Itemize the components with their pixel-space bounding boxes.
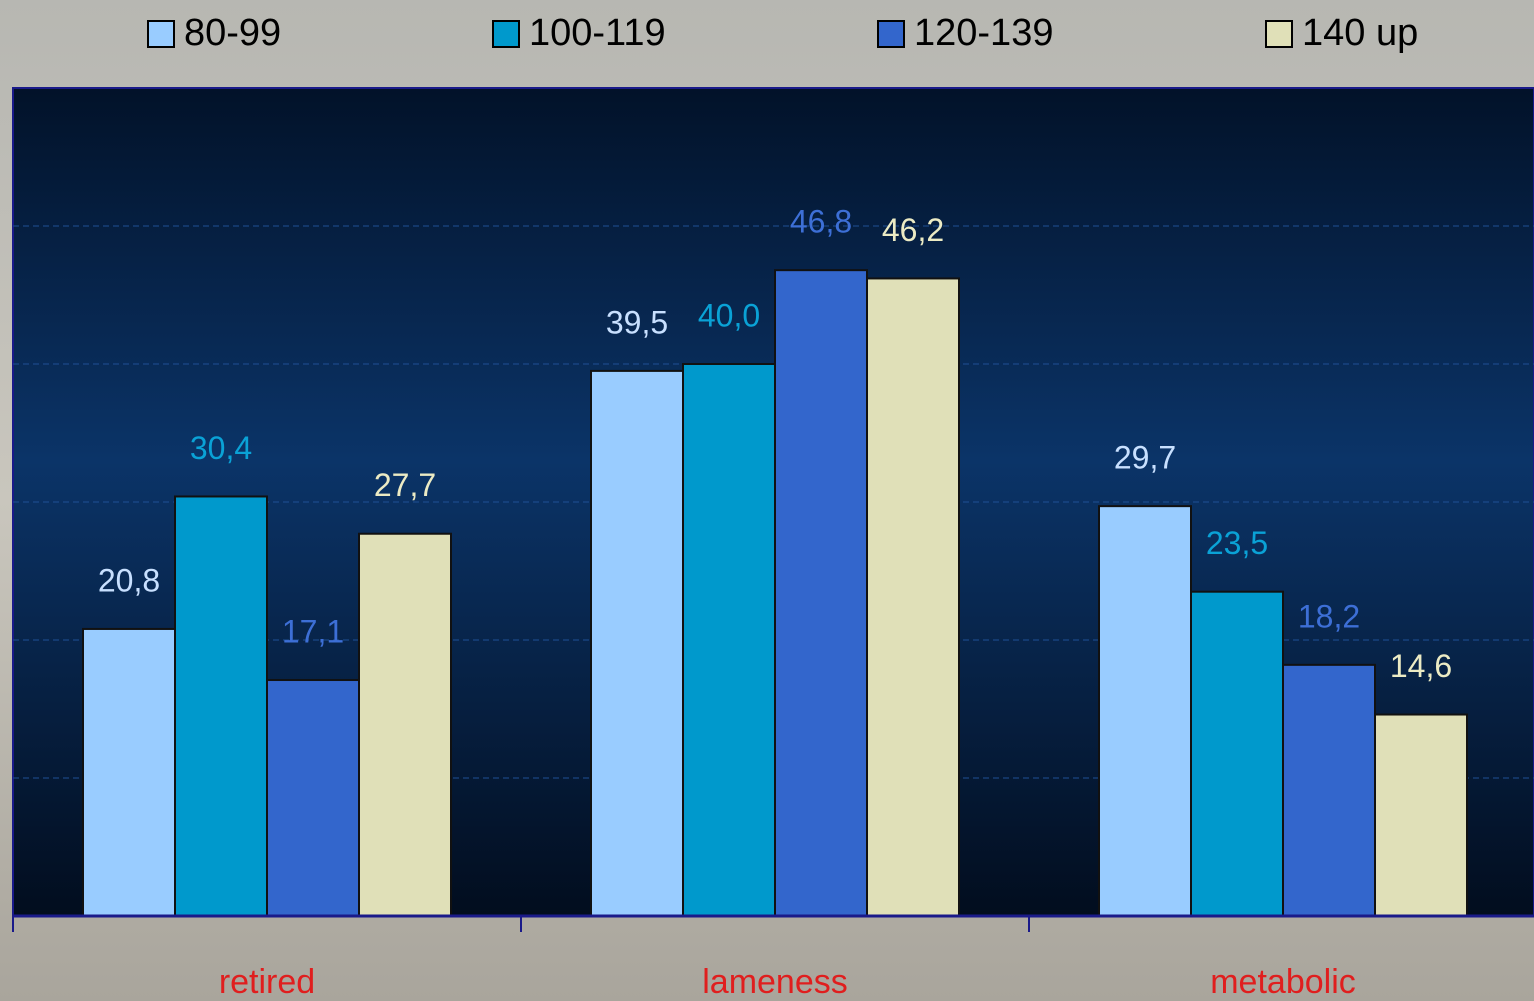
value-label: 29,7 [1114,440,1176,476]
legend-swatch [492,20,520,48]
value-label: 20,8 [98,562,160,598]
legend-swatch [1265,20,1293,48]
bar [682,363,776,917]
value-label: 46,8 [790,204,852,240]
value-label: 27,7 [374,467,436,503]
legend-swatch [147,20,175,48]
x-tick-label: lameness [702,963,848,1001]
bar [590,369,684,917]
bar [1282,663,1376,918]
bar [1190,590,1284,917]
bar [266,679,360,918]
legend-label: 80-99 [184,12,281,54]
bar [1374,713,1468,918]
value-label: 23,5 [1206,525,1268,561]
x-tick-label: metabolic [1210,963,1356,1001]
legend-label: 120-139 [914,12,1053,54]
bar [774,269,868,918]
bar [1098,505,1192,917]
value-label: 14,6 [1390,648,1452,684]
legend-label: 100-119 [529,12,666,54]
value-label: 39,5 [606,304,668,340]
value-label: 18,2 [1298,598,1360,634]
bar [358,532,452,917]
bar [866,277,960,917]
legend-label: 140 up [1302,12,1418,54]
x-tick-label: retired [219,963,315,1001]
bar [82,627,176,918]
value-label: 17,1 [282,613,344,649]
value-label: 40,0 [698,297,760,333]
value-label: 30,4 [190,430,252,466]
bar [174,495,268,917]
legend-swatch [877,20,905,48]
value-label: 46,2 [882,212,944,248]
